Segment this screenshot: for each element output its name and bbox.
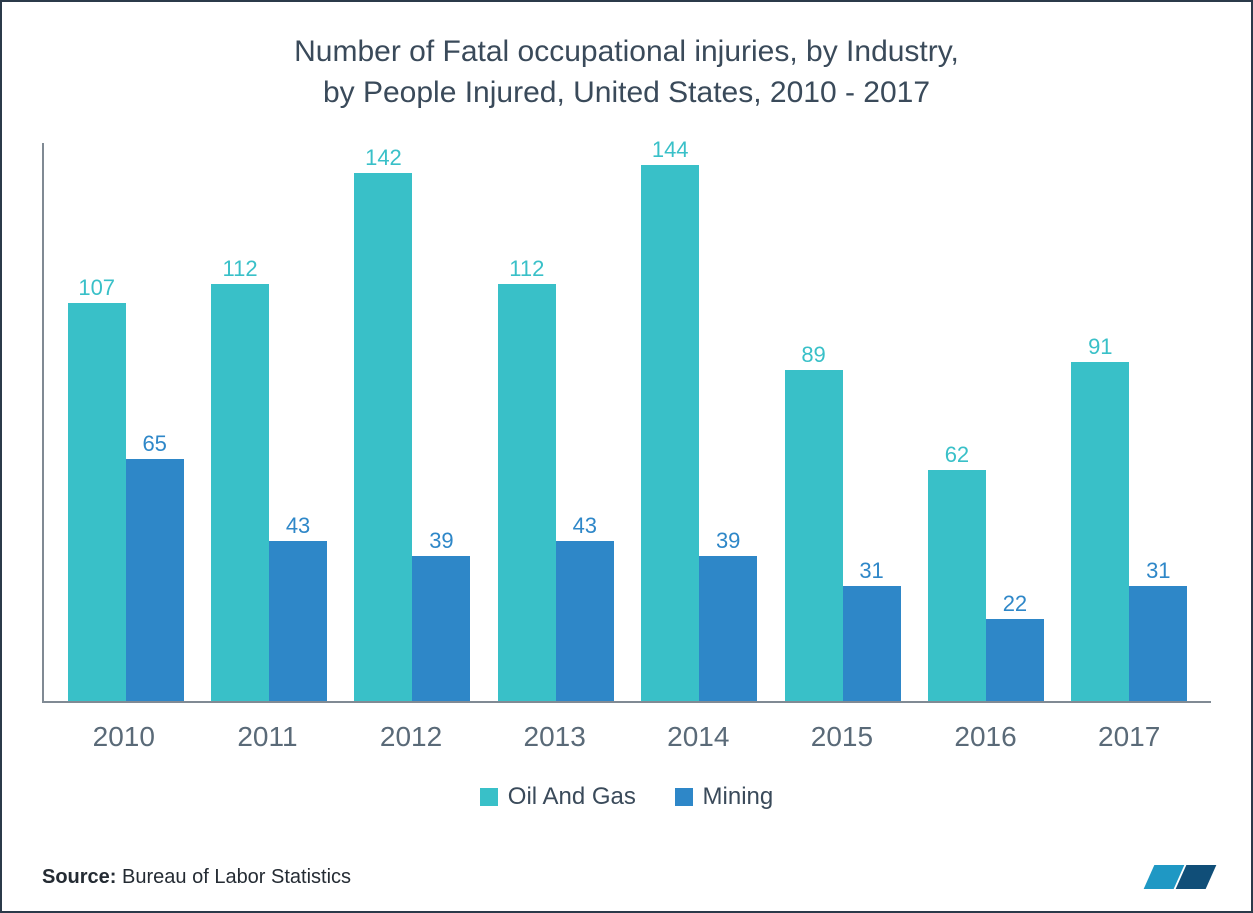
bar-label-oil-2014: 144: [652, 137, 689, 163]
bar-mining-2016: 22: [986, 619, 1044, 701]
x-tick-2010: 2010: [52, 721, 196, 753]
x-tick-2017: 2017: [1057, 721, 1201, 753]
bar-group-2014: 144 39: [628, 143, 771, 701]
source-label: Source:: [42, 866, 116, 888]
bar-mining-2010: 65: [126, 459, 184, 701]
bar-oil-2015: 89: [785, 370, 843, 701]
bar-group-2015: 89 31: [771, 143, 914, 701]
legend-label-oil: Oil And Gas: [508, 783, 636, 811]
bar-mining-2011: 43: [269, 541, 327, 701]
bar-label-oil-2010: 107: [78, 275, 115, 301]
bar-oil-2014: 144: [641, 165, 699, 701]
legend: Oil And Gas Mining: [42, 783, 1211, 813]
legend-label-mining: Mining: [703, 783, 774, 811]
bar-label-mining-2016: 22: [1003, 591, 1027, 617]
bar-mining-2013: 43: [556, 541, 614, 701]
chart-title-line1: Number of Fatal occupational injuries, b…: [294, 35, 959, 68]
bar-mining-2014: 39: [699, 556, 757, 701]
bar-label-mining-2015: 31: [859, 558, 883, 584]
bar-mining-2017: 31: [1129, 586, 1187, 701]
source-text: Bureau of Labor Statistics: [122, 866, 351, 888]
bar-mining-2015: 31: [843, 586, 901, 701]
bar-group-2012: 142 39: [341, 143, 484, 701]
chart-title-line2: by People Injured, United States, 2010 -…: [323, 76, 930, 109]
bar-group-2013: 112 43: [484, 143, 627, 701]
bar-label-oil-2017: 91: [1088, 334, 1112, 360]
plot-area: 107 65 112 43 142 39 11: [42, 143, 1211, 703]
logo-icon: [1149, 865, 1211, 889]
x-tick-2014: 2014: [627, 721, 771, 753]
bar-group-2017: 91 31: [1058, 143, 1201, 701]
legend-swatch-mining: [675, 788, 693, 806]
bar-label-oil-2016: 62: [945, 442, 969, 468]
x-tick-2015: 2015: [770, 721, 914, 753]
chart-frame: Number of Fatal occupational injuries, b…: [0, 0, 1253, 913]
x-tick-2011: 2011: [196, 721, 340, 753]
x-axis: 2010 2011 2012 2013 2014 2015 2016 2017: [42, 703, 1211, 753]
x-tick-2016: 2016: [914, 721, 1058, 753]
bar-oil-2013: 112: [498, 284, 556, 701]
bar-oil-2017: 91: [1071, 362, 1129, 701]
x-tick-2013: 2013: [483, 721, 627, 753]
bar-label-oil-2012: 142: [365, 145, 402, 171]
chart-title: Number of Fatal occupational injuries, b…: [42, 32, 1211, 113]
bar-label-mining-2011: 43: [286, 513, 310, 539]
bar-label-mining-2012: 39: [429, 528, 453, 554]
legend-swatch-oil: [480, 788, 498, 806]
bar-label-oil-2013: 112: [509, 256, 544, 282]
bar-label-oil-2011: 112: [223, 256, 258, 282]
bar-label-oil-2015: 89: [801, 342, 825, 368]
bar-oil-2011: 112: [211, 284, 269, 701]
bar-group-2010: 107 65: [54, 143, 197, 701]
bar-group-2011: 112 43: [197, 143, 340, 701]
bar-oil-2012: 142: [354, 173, 412, 701]
bar-label-mining-2017: 31: [1146, 558, 1170, 584]
bar-label-mining-2010: 65: [142, 431, 166, 457]
bar-oil-2010: 107: [68, 303, 126, 701]
bar-oil-2016: 62: [928, 470, 986, 701]
source-line: Source: Bureau of Labor Statistics: [42, 866, 351, 889]
bar-group-2016: 62 22: [914, 143, 1057, 701]
x-tick-2012: 2012: [339, 721, 483, 753]
bar-label-mining-2013: 43: [573, 513, 597, 539]
bar-label-mining-2014: 39: [716, 528, 740, 554]
legend-item-mining: Mining: [675, 783, 774, 811]
bar-mining-2012: 39: [412, 556, 470, 701]
legend-item-oil: Oil And Gas: [480, 783, 636, 811]
